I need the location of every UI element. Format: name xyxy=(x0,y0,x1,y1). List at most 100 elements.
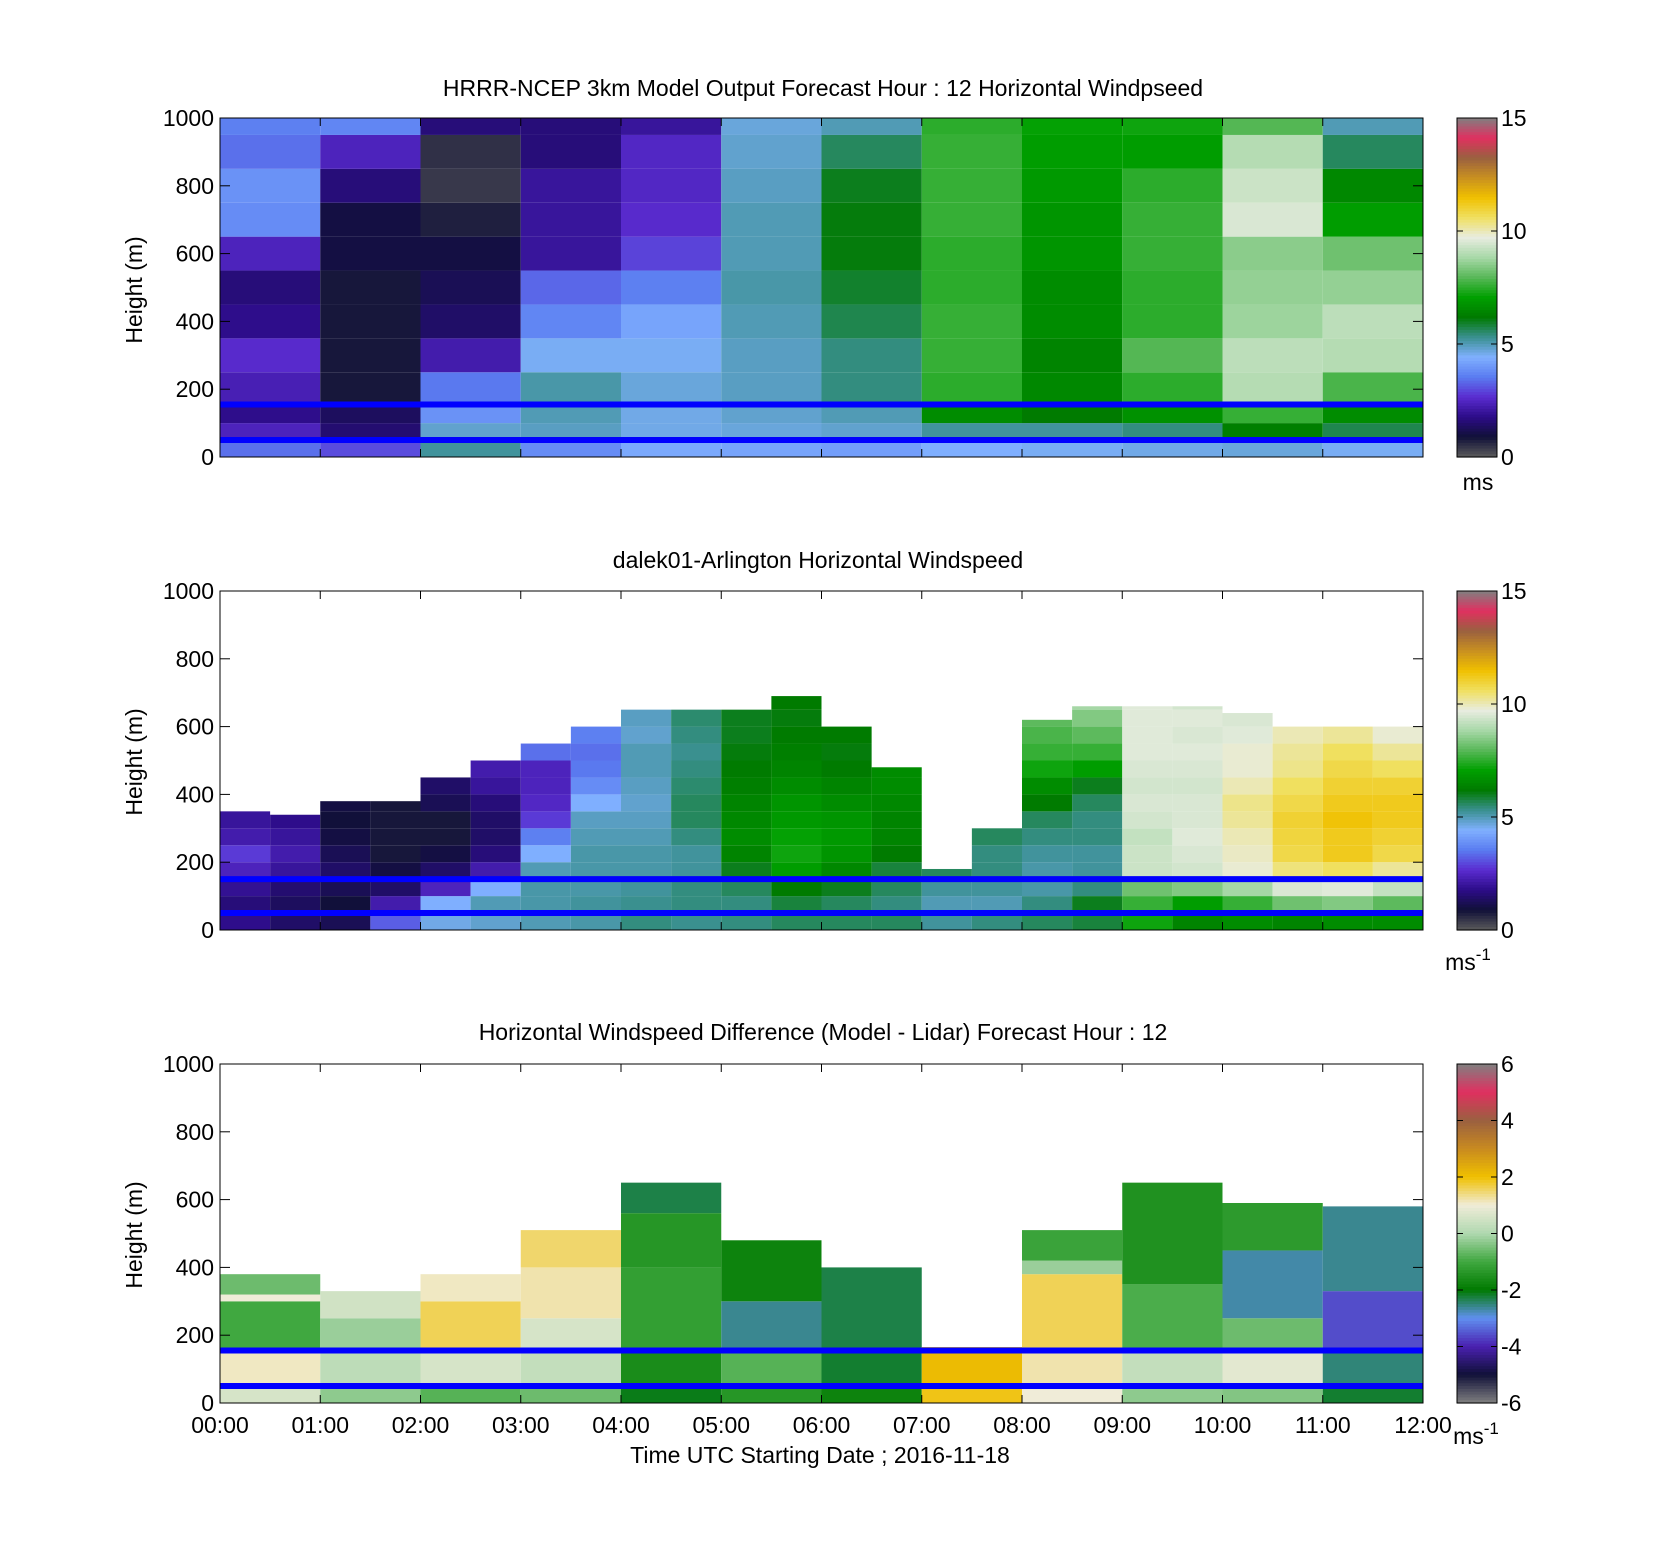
cell-17-12 xyxy=(1072,709,1123,727)
cell-5-3 xyxy=(721,372,822,407)
colorbar-segment-29 xyxy=(1457,672,1497,677)
cell-7-10 xyxy=(570,743,621,761)
cell-12-5 xyxy=(821,828,872,846)
colorbar-segment-106 xyxy=(1457,417,1497,421)
cell-9-3 xyxy=(1122,1182,1223,1285)
colorbar-segment-12 xyxy=(1457,151,1497,156)
cell-7-1 xyxy=(570,896,621,914)
cell-20-11 xyxy=(1222,726,1273,744)
cell-18-1 xyxy=(1122,896,1173,914)
ytick-label-3: 600 xyxy=(176,714,214,740)
cell-0-1 xyxy=(220,423,321,441)
colorbar-segment-28 xyxy=(1457,670,1497,674)
cell-6-5 xyxy=(821,304,922,339)
colorbar-segment-5 xyxy=(1457,605,1497,609)
cell-17-7 xyxy=(1072,794,1123,812)
cell-12-3 xyxy=(821,862,872,880)
colorbar-segment-32 xyxy=(1457,208,1497,212)
colorbar-segment-54 xyxy=(1457,270,1497,274)
colorbar-segment-11 xyxy=(1457,1095,1497,1099)
cell-10-0 xyxy=(1222,440,1323,457)
cell-1-7 xyxy=(320,236,421,271)
colorbar-segment-67 xyxy=(1457,780,1497,784)
cell-18-0 xyxy=(1122,913,1173,930)
cell-10-1 xyxy=(1222,423,1323,441)
cell-22-10 xyxy=(1322,743,1373,761)
colorbar-segment-51 xyxy=(1457,735,1497,739)
cell-2-6 xyxy=(320,811,371,829)
cell-4-9 xyxy=(621,168,722,203)
xtick-label-11: 11:00 xyxy=(1295,1412,1351,1438)
cell-8-12 xyxy=(621,709,672,727)
cell-11-13 xyxy=(771,696,822,710)
cell-6-2 xyxy=(821,1267,922,1351)
colorbar-segment-28 xyxy=(1457,1143,1497,1147)
colorbar-segment-94 xyxy=(1457,1329,1497,1333)
colorbar-segment-83 xyxy=(1457,1298,1497,1302)
cell-2-3 xyxy=(320,862,371,880)
cell-20-6 xyxy=(1222,811,1273,829)
cell-21-1 xyxy=(1272,896,1323,914)
cell-10-5 xyxy=(721,828,772,846)
cell-10-9 xyxy=(721,760,772,778)
colorbar-segment-46 xyxy=(1457,720,1497,725)
colorbar-segment-78 xyxy=(1457,1284,1497,1288)
cell-10-2 xyxy=(721,879,772,897)
cell-11-9 xyxy=(1322,168,1423,203)
colorbar-segment-60 xyxy=(1457,1233,1497,1237)
cell-10-3 xyxy=(1222,1250,1323,1319)
cell-5-0 xyxy=(721,1386,822,1403)
colorbar-segment-2 xyxy=(1457,123,1497,128)
colorbar-segment-68 xyxy=(1457,783,1497,787)
cell-8-2 xyxy=(621,879,672,897)
cell-6-4 xyxy=(520,845,571,863)
cell-6-11 xyxy=(821,118,922,135)
cell-6-9 xyxy=(821,168,922,203)
colorbar-segment-8 xyxy=(1457,613,1497,618)
panel-difference-colorbar-unit-exponent: -1 xyxy=(1484,1419,1499,1438)
colorbar-segment-92 xyxy=(1457,1323,1497,1328)
cell-7-10 xyxy=(921,134,1022,169)
colorbar-segment-4 xyxy=(1457,1075,1497,1079)
cell-10-7 xyxy=(1222,236,1323,271)
cell-19-7 xyxy=(1172,794,1223,812)
colorbar-segment-40 xyxy=(1457,704,1497,708)
colorbar-frame xyxy=(1456,590,1498,931)
panel-difference-xaxis: 00:00 01:00 02:00 03:00 04:00 05:00 06:00 07:00… xyxy=(191,1064,1452,1438)
colorbar-segment-117 xyxy=(1457,1394,1497,1398)
colorbar-segment-67 xyxy=(1457,307,1497,311)
colorbar-segment-31 xyxy=(1457,205,1497,209)
cell-16-2 xyxy=(1022,879,1073,897)
cell-1-5 xyxy=(270,828,321,846)
cell-4-3 xyxy=(621,372,722,407)
cell-13-0 xyxy=(871,913,922,930)
cell-5-11 xyxy=(721,118,822,135)
cell-21-0 xyxy=(1272,913,1323,930)
cell-23-0 xyxy=(1372,913,1423,930)
cell-2-0 xyxy=(320,913,371,930)
colorbar-segment-6 xyxy=(1457,134,1497,139)
ytick-label-1: 200 xyxy=(176,849,214,875)
colorbar-segment-55 xyxy=(1457,1219,1497,1223)
cell-23-9 xyxy=(1372,760,1423,778)
cell-5-10 xyxy=(721,134,822,169)
cell-6-5 xyxy=(520,828,571,846)
cell-19-10 xyxy=(1172,743,1223,761)
colorbar-segment-19 xyxy=(1457,171,1497,176)
cell-6-1 xyxy=(821,1350,922,1387)
colorbar-segment-34 xyxy=(1457,1160,1497,1164)
cell-13-3 xyxy=(871,862,922,880)
cell-16-9 xyxy=(1022,760,1073,778)
colorbar-segment-110 xyxy=(1457,1374,1497,1379)
cell-3-6 xyxy=(520,270,621,305)
cell-21-11 xyxy=(1272,726,1323,744)
colorbar-segment-90 xyxy=(1457,372,1497,376)
cell-17-2 xyxy=(1072,879,1123,897)
cell-7-2 xyxy=(921,406,1022,424)
colorbar-segment-15 xyxy=(1457,160,1497,164)
cell-8-5 xyxy=(621,828,672,846)
cell-8-3 xyxy=(1022,1260,1123,1275)
cell-20-3 xyxy=(1222,862,1273,880)
cell-12-6 xyxy=(821,811,872,829)
colorbar-segment-59 xyxy=(1457,1230,1497,1235)
